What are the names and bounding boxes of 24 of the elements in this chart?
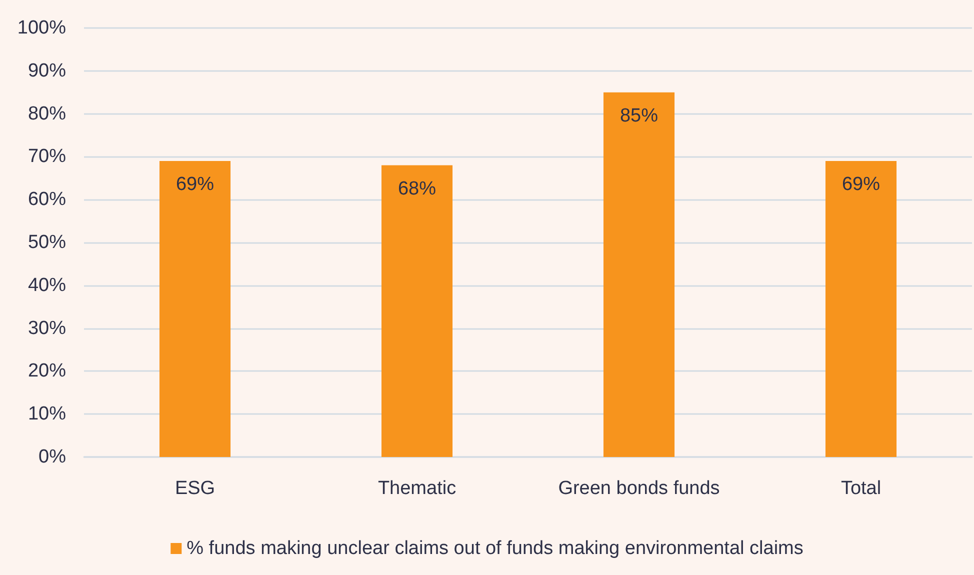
x-tick-label: Thematic [378,478,456,499]
bar [159,160,231,457]
legend-label: % funds making unclear claims out of funds making environmental claims [186,538,804,559]
y-tick-label: 50% [28,232,66,253]
y-tick-label: 70% [28,146,66,168]
bar [381,165,453,457]
y-tick-label: 60% [28,189,66,210]
bar [603,92,675,457]
x-tick-label: ESG [174,478,216,499]
y-tick-label: 30% [28,318,66,339]
y-tick-label: 10% [28,404,66,425]
y-tick-label: 40% [28,274,66,296]
y-tick-label: 20% [28,360,66,382]
x-tick-label: Total [840,478,882,499]
y-tick-label: 80% [28,103,66,124]
data-label: 69% [842,174,880,195]
x-tick-label: Green bonds funds [558,478,720,499]
data-label: 68% [398,178,436,200]
y-tick-label: 100% [17,18,66,38]
data-label: 85% [620,105,658,126]
bar [825,160,897,457]
y-tick-label: 90% [28,60,66,82]
y-tick-label: 0% [38,446,66,468]
data-label: 69% [176,174,214,195]
